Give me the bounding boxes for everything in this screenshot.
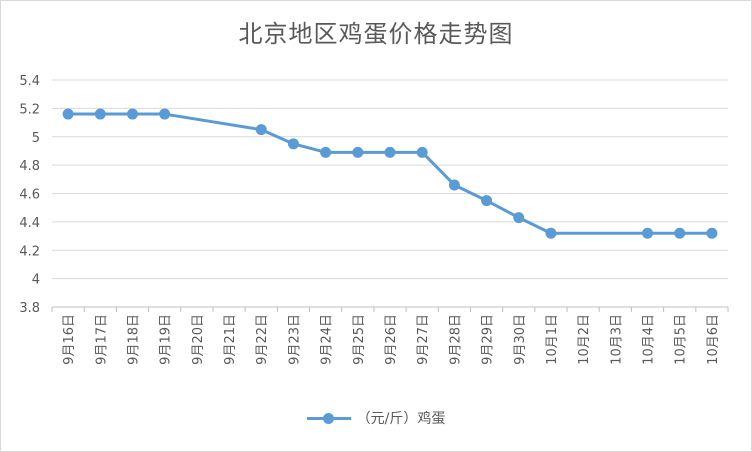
data-point bbox=[62, 108, 74, 120]
chart-title: 北京地区鸡蛋价格走势图 bbox=[238, 20, 514, 48]
x-tick-label: 9月26日 bbox=[384, 314, 399, 365]
x-tick-label: 9月27日 bbox=[416, 314, 431, 365]
x-tick-label: 9月18日 bbox=[126, 314, 141, 365]
data-point bbox=[416, 146, 428, 158]
x-tick-label: 9月25日 bbox=[352, 314, 367, 365]
y-tick-label: 4.6 bbox=[19, 188, 40, 203]
data-point bbox=[352, 146, 364, 158]
data-point bbox=[384, 146, 396, 158]
x-tick-label: 9月29日 bbox=[481, 314, 496, 365]
y-tick-label: 5.4 bbox=[19, 74, 40, 89]
x-tick-label: 10月1日 bbox=[545, 314, 560, 365]
y-tick-label: 4.4 bbox=[19, 216, 40, 231]
series-line bbox=[68, 112, 712, 235]
x-tick-label: 9月24日 bbox=[320, 314, 335, 365]
data-point bbox=[545, 227, 557, 239]
x-tick-label: 10月2日 bbox=[577, 314, 592, 365]
y-tick-label: 4 bbox=[32, 273, 40, 288]
x-tick-label: 9月19日 bbox=[159, 314, 174, 365]
x-tick-label: 10月6日 bbox=[706, 314, 721, 365]
data-point bbox=[287, 138, 299, 150]
data-point bbox=[159, 108, 171, 120]
data-point bbox=[513, 212, 525, 224]
x-axis-ticks: 9月16日 9月17日 9月18日 9月19日 9月20日 9月21日 9月22日 9月23日… bbox=[62, 314, 721, 365]
data-point bbox=[94, 108, 106, 120]
x-tick-label: 9月28日 bbox=[448, 314, 463, 365]
data-point bbox=[642, 227, 654, 239]
y-tick-label: 5 bbox=[32, 131, 40, 146]
data-point bbox=[706, 227, 718, 239]
x-tick-label: 10月4日 bbox=[642, 314, 657, 365]
x-tick-label: 9月20日 bbox=[191, 314, 206, 365]
x-tick-label: 9月21日 bbox=[223, 314, 238, 365]
x-tick-label: 9月22日 bbox=[255, 314, 270, 365]
legend: （元/斤）鸡蛋 bbox=[0, 408, 752, 428]
data-point bbox=[448, 179, 460, 191]
y-axis-ticks: 3.8 4 4.2 4.4 4.6 4.8 5 5.2 5.4 bbox=[19, 74, 40, 316]
x-tick-label: 10月3日 bbox=[609, 314, 624, 365]
grid-lines bbox=[51, 79, 729, 312]
series-points bbox=[62, 108, 718, 239]
x-tick-label: 10月5日 bbox=[674, 314, 689, 365]
x-tick-label: 9月16日 bbox=[62, 314, 77, 365]
series-line-path bbox=[68, 112, 712, 235]
data-point bbox=[481, 195, 493, 207]
data-point bbox=[320, 146, 332, 158]
legend-label: （元/斤）鸡蛋 bbox=[356, 411, 446, 427]
data-point bbox=[255, 124, 267, 136]
y-tick-label: 3.8 bbox=[19, 301, 40, 316]
legend-swatch bbox=[306, 411, 351, 425]
data-point bbox=[674, 227, 686, 239]
x-tick-label: 9月17日 bbox=[94, 314, 109, 365]
y-tick-label: 5.2 bbox=[19, 102, 40, 117]
y-tick-label: 4.2 bbox=[19, 244, 40, 259]
x-tick-label: 9月30日 bbox=[513, 314, 528, 365]
x-tick-label: 9月23日 bbox=[287, 314, 302, 365]
y-tick-label: 4.8 bbox=[19, 159, 40, 174]
data-point bbox=[126, 108, 138, 120]
